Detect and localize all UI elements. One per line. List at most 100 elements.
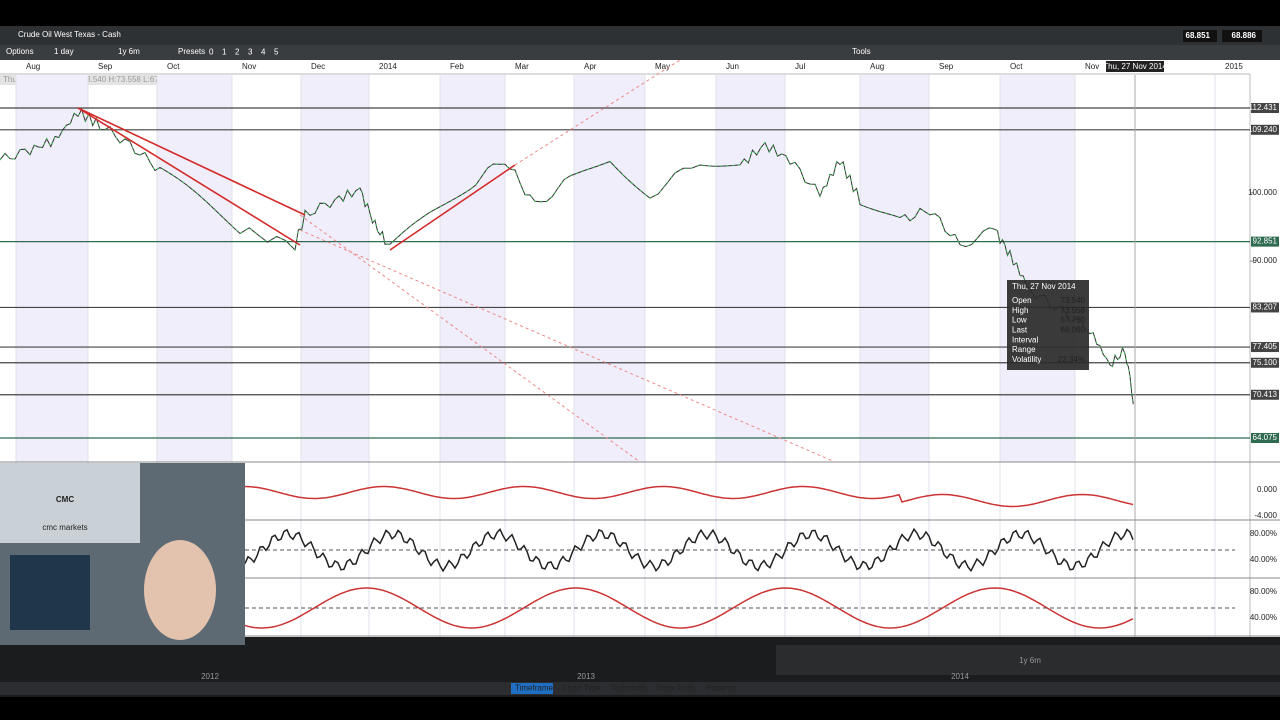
month-label: Oct <box>167 62 180 71</box>
bottom-tab[interactable]: Timeframe <box>515 684 553 693</box>
indicator-line <box>244 587 1134 629</box>
buy-box[interactable] <box>1222 30 1262 42</box>
price-line-green <box>0 108 1134 405</box>
month-band <box>301 75 369 462</box>
tooltip-value: 67.750 <box>1061 316 1086 325</box>
month-band <box>860 75 929 462</box>
tooltip-date: Thu, 27 Nov 2014 <box>1012 282 1076 291</box>
price-level-box <box>1251 103 1279 114</box>
indicator-label: 40.00% <box>1250 613 1277 622</box>
projection-line <box>514 59 681 166</box>
projection-line <box>299 229 836 463</box>
price-level-box <box>1251 342 1279 353</box>
cursor-date-bg <box>1106 61 1164 72</box>
bottom-tab[interactable]: Draw Tools <box>656 684 695 693</box>
indicator-label: 0.000 <box>1257 485 1278 494</box>
preset-number[interactable]: 0 <box>209 48 214 57</box>
timeframe-active <box>511 683 553 694</box>
indicator-line <box>244 527 1134 573</box>
preset-number[interactable]: 5 <box>274 48 279 57</box>
price-level-label: 70.413 <box>1253 390 1278 399</box>
instrument-title: Crude Oil West Texas - Cash <box>18 30 121 39</box>
bottom-tab[interactable]: Patterns <box>706 684 736 693</box>
month-label: Aug <box>870 62 884 71</box>
presets-button[interactable]: Presets <box>178 47 205 56</box>
tooltip-value: 73.540 <box>1061 296 1086 305</box>
price-level-label: 92.851 <box>1253 237 1278 246</box>
range-select[interactable]: 1y 6m <box>118 47 140 56</box>
month-label: Mar <box>515 62 529 71</box>
navigator-range: 1y 6m <box>1019 656 1041 665</box>
trendline <box>77 107 306 216</box>
bottom-toolbar <box>0 682 1280 695</box>
webcam-brand: cmc markets <box>42 523 87 532</box>
navigator-year: 2012 <box>201 672 219 681</box>
month-label: Nov <box>1085 62 1099 71</box>
trendline <box>77 107 301 246</box>
sell-price[interactable]: 68.851 <box>1186 31 1211 40</box>
month-band <box>574 75 645 462</box>
navigator-year: 2013 <box>577 672 595 681</box>
tooltip-label: Range <box>1012 345 1036 354</box>
month-label: Feb <box>450 62 464 71</box>
month-band <box>1000 75 1075 462</box>
price-level-box <box>1251 236 1279 247</box>
webcam-monitor <box>10 555 90 630</box>
price-level-box <box>1251 433 1279 444</box>
tools-button[interactable]: Tools <box>852 47 871 56</box>
price-level-box <box>1251 302 1279 313</box>
month-label: Jul <box>795 62 805 71</box>
month-label: 2014 <box>379 62 397 71</box>
month-label: 2015 <box>1225 62 1243 71</box>
tooltip-value: 73.558 <box>1061 306 1086 315</box>
month-band <box>440 75 505 462</box>
info-bg <box>0 75 198 85</box>
title-bar <box>0 26 1280 45</box>
cursor-date: Thu, 27 Nov 2014 <box>1103 62 1167 71</box>
webcam-person <box>144 540 216 640</box>
price-level-label: 112.431 <box>1249 103 1278 112</box>
month-label: Jun <box>726 62 739 71</box>
month-band <box>716 75 785 462</box>
buy-price[interactable]: 68.886 <box>1232 31 1257 40</box>
navigator-window <box>776 645 1280 675</box>
price-level-label: 64.075 <box>1253 433 1278 442</box>
month-label: Oct <box>1010 62 1023 71</box>
interval-select[interactable]: 1 day <box>54 47 74 56</box>
bottom-tab[interactable]: Technicals <box>610 684 647 693</box>
month-label: Apr <box>584 62 597 71</box>
sell-box[interactable] <box>1183 30 1217 42</box>
trendline <box>389 164 516 251</box>
projection-line <box>299 214 641 463</box>
tooltip-label: Volatility <box>1012 355 1041 364</box>
price-tick-label: 100.000 <box>1248 188 1277 197</box>
month-label: Nov <box>242 62 256 71</box>
indicator-label: 80.00% <box>1250 529 1277 538</box>
indicator-line <box>244 485 1134 508</box>
preset-number[interactable]: 3 <box>248 48 253 57</box>
month-label: May <box>655 62 670 71</box>
tooltip-bg <box>1007 280 1089 370</box>
preset-number[interactable]: 1 <box>222 48 227 57</box>
price-level-label: 109.240 <box>1248 125 1277 134</box>
navigator-year: 2014 <box>951 672 969 681</box>
month-label: Sep <box>98 62 113 71</box>
indicator-label: 40.00% <box>1250 555 1277 564</box>
price-level-box <box>1251 389 1279 400</box>
month-label: Dec <box>311 62 325 71</box>
tooltip-label: Last <box>1012 326 1028 335</box>
price-level-label: 75.100 <box>1253 358 1278 367</box>
toolbar <box>0 45 1280 60</box>
month-band <box>157 75 232 462</box>
preset-number[interactable]: 2 <box>235 48 240 57</box>
preset-number[interactable]: 4 <box>261 48 266 57</box>
indicator-label: -4.000 <box>1254 511 1277 520</box>
month-label: Sep <box>939 62 954 71</box>
month-label: Aug <box>26 62 40 71</box>
price-level-label: 83.207 <box>1253 303 1278 312</box>
bottom-tab[interactable]: Chart Type <box>562 684 602 693</box>
webcam-wall <box>0 463 140 543</box>
tooltip-label: High <box>1012 306 1028 315</box>
options-button[interactable]: Options <box>6 47 34 56</box>
